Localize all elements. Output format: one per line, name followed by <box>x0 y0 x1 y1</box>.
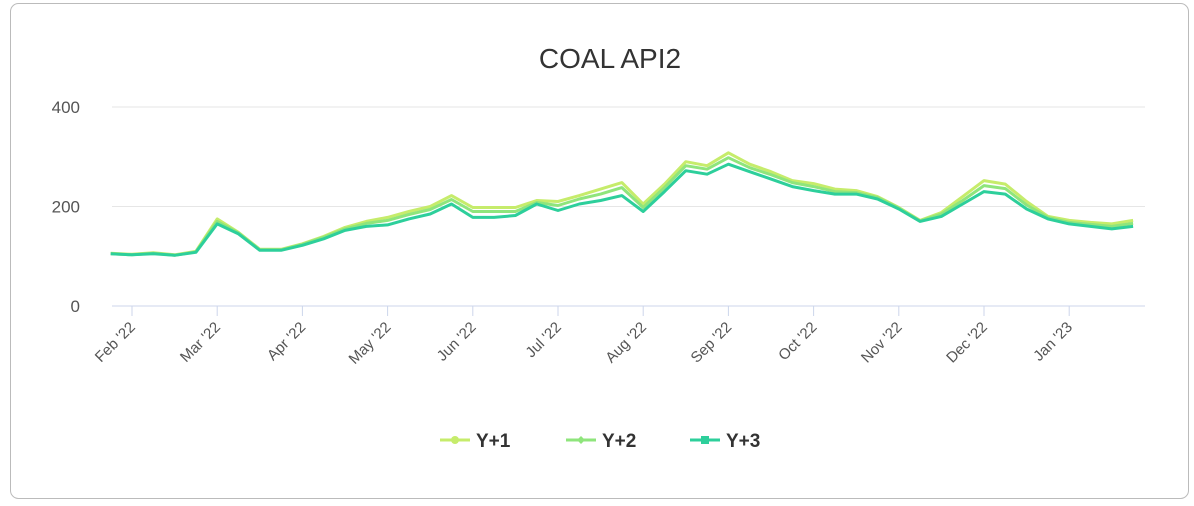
y-tick-label: 400 <box>52 98 80 117</box>
series-line <box>110 162 1134 257</box>
y-tick-label: 200 <box>52 198 80 217</box>
legend-label: Y+3 <box>726 431 760 452</box>
legend-marker <box>451 436 459 444</box>
legend-marker <box>701 436 709 444</box>
legend-label: Y+2 <box>602 431 636 452</box>
legend-marker <box>577 436 585 444</box>
y-tick-label: 0 <box>71 297 80 316</box>
chart-frame <box>10 3 1189 499</box>
legend-item[interactable]: Y+3 <box>690 431 760 452</box>
legend-item[interactable]: Y+1 <box>440 431 511 452</box>
legend-label: Y+1 <box>476 431 511 452</box>
chart-title: COAL API2 <box>539 43 681 74</box>
legend-item[interactable]: Y+2 <box>566 431 636 452</box>
